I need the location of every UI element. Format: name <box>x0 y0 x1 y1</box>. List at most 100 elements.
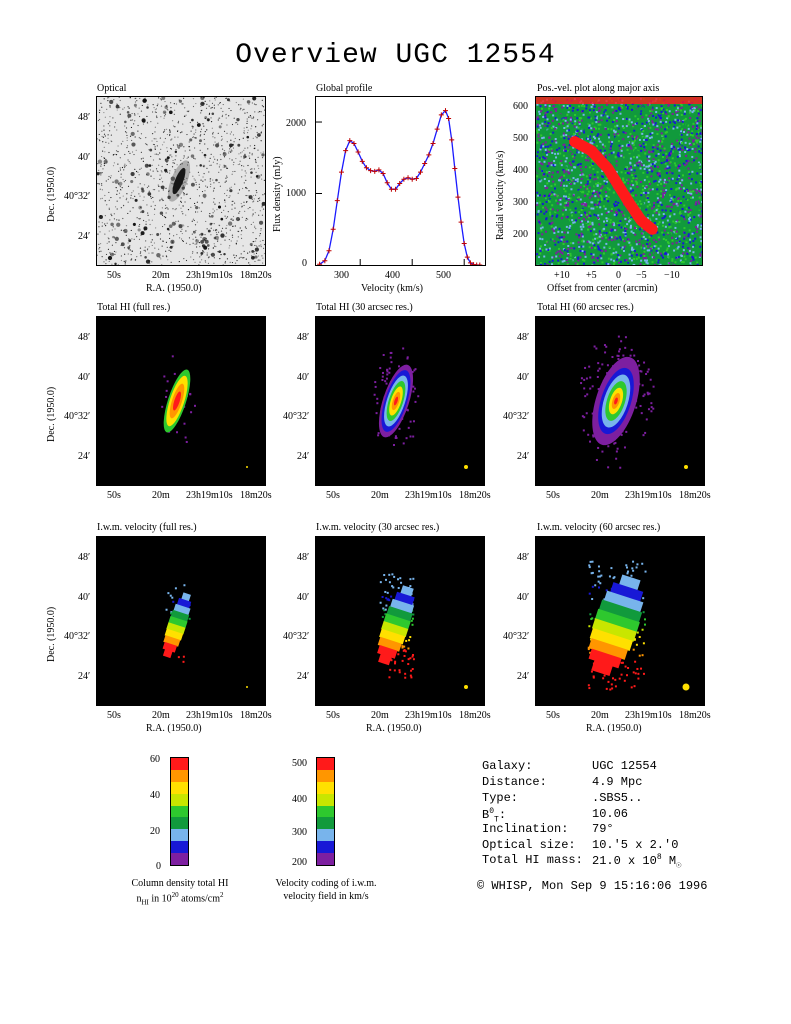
hi-outlier-pixel <box>402 347 405 350</box>
pv-noise-pixel <box>632 231 635 234</box>
star <box>201 259 203 261</box>
star <box>254 260 256 263</box>
pv-noise-pixel <box>543 255 546 258</box>
pv-noise-pixel <box>631 189 634 192</box>
pv-noise-pixel <box>630 183 633 186</box>
pv-noise-pixel <box>595 257 598 260</box>
pv-noise-pixel <box>605 262 608 265</box>
pv-noise-pixel <box>575 199 578 202</box>
pv-noise-pixel <box>638 138 641 141</box>
pv-noise-pixel <box>687 210 690 213</box>
star <box>114 228 116 230</box>
star <box>164 129 166 131</box>
pv-noise-pixel <box>570 182 573 185</box>
pv-noise-pixel <box>673 104 676 107</box>
star <box>255 238 257 240</box>
star <box>208 112 211 115</box>
pv-noise-pixel <box>556 194 559 197</box>
star <box>115 104 120 109</box>
pv-noise-pixel <box>546 110 549 113</box>
pv-noise-pixel <box>694 147 697 150</box>
star <box>124 165 126 167</box>
star <box>220 233 225 238</box>
pv-noise-pixel <box>689 218 692 221</box>
pv-noise-pixel <box>542 145 545 148</box>
star <box>255 161 257 164</box>
star <box>110 222 114 227</box>
pv-noise-pixel <box>565 184 568 187</box>
pv-noise-pixel <box>646 171 649 174</box>
star <box>138 225 140 227</box>
star <box>98 226 100 228</box>
pv-noise-pixel <box>642 202 645 205</box>
pv-noise-pixel <box>566 106 569 109</box>
pv-noise-pixel <box>559 209 562 212</box>
star <box>262 262 264 264</box>
velocity-band <box>162 648 173 659</box>
pv-noise-pixel <box>629 157 632 160</box>
pv-noise-pixel <box>674 235 677 238</box>
pv-noise-pixel <box>564 117 567 120</box>
star <box>183 154 185 157</box>
pv-noise-pixel <box>690 106 693 109</box>
pv-noise-pixel <box>582 218 585 221</box>
pv-noise-pixel <box>602 152 605 155</box>
star <box>186 110 188 112</box>
star <box>211 106 213 109</box>
pv-noise-pixel <box>591 190 594 193</box>
pv-noise-pixel <box>540 144 543 147</box>
hi-outlier-pixel <box>589 376 592 379</box>
pv-noise-pixel <box>545 200 548 203</box>
star <box>245 219 247 221</box>
star <box>142 199 144 202</box>
pv-noise-pixel <box>662 146 665 149</box>
pv-noise-pixel <box>694 237 697 240</box>
pv-noise-pixel <box>610 229 613 232</box>
pv-noise-pixel <box>639 112 642 115</box>
star <box>98 251 101 253</box>
vel-outlier-pixel <box>390 659 393 662</box>
star <box>113 250 116 253</box>
pv-noise-pixel <box>665 249 668 252</box>
star <box>237 192 239 194</box>
pv-noise-pixel <box>666 155 669 158</box>
star <box>218 117 221 119</box>
pv-noise-pixel <box>634 175 637 178</box>
pv-noise-pixel <box>542 208 545 211</box>
pv-noise-pixel <box>551 257 554 260</box>
star <box>254 244 256 247</box>
hi-outlier-pixel <box>619 466 622 469</box>
dec-tick-label: 24′ <box>78 671 91 682</box>
star <box>254 225 256 227</box>
pv-noise-pixel <box>567 202 570 205</box>
star <box>144 249 147 252</box>
pv-noise-pixel <box>635 257 638 260</box>
star <box>192 126 194 128</box>
pv-noise-pixel <box>652 123 655 126</box>
pv-noise-pixel <box>698 166 701 169</box>
star <box>159 158 161 160</box>
hi-outlier-pixel <box>593 345 596 348</box>
pv-noise-pixel <box>660 116 663 119</box>
pv-noise-pixel <box>555 247 558 250</box>
vel-outlier-pixel <box>411 655 414 658</box>
pv-noise-pixel <box>542 142 545 145</box>
star <box>249 152 251 154</box>
pv-noise-pixel <box>584 184 587 187</box>
pv-noise-pixel <box>638 144 641 147</box>
pv-noise-pixel <box>689 117 692 120</box>
pv-noise-pixel <box>632 125 635 128</box>
pv-noise-pixel <box>687 127 690 130</box>
star <box>123 247 126 249</box>
pv-noise-pixel <box>558 227 561 230</box>
star <box>116 129 118 131</box>
pv-noise-pixel <box>665 189 668 192</box>
star <box>166 171 169 173</box>
pv-noise-pixel <box>687 144 690 147</box>
pv-noise-pixel <box>640 246 643 249</box>
star <box>214 203 216 205</box>
profile-point <box>359 158 365 164</box>
ra-tick-label: 18m20s <box>679 710 711 721</box>
profile-point <box>413 175 419 181</box>
star <box>99 188 101 190</box>
